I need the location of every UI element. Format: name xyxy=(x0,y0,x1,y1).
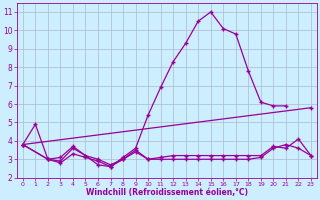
X-axis label: Windchill (Refroidissement éolien,°C): Windchill (Refroidissement éolien,°C) xyxy=(86,188,248,197)
